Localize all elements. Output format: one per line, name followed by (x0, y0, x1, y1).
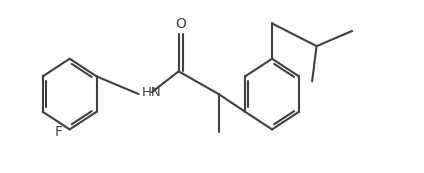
Text: F: F (55, 125, 62, 139)
Text: HN: HN (142, 86, 162, 99)
Text: O: O (175, 17, 186, 31)
